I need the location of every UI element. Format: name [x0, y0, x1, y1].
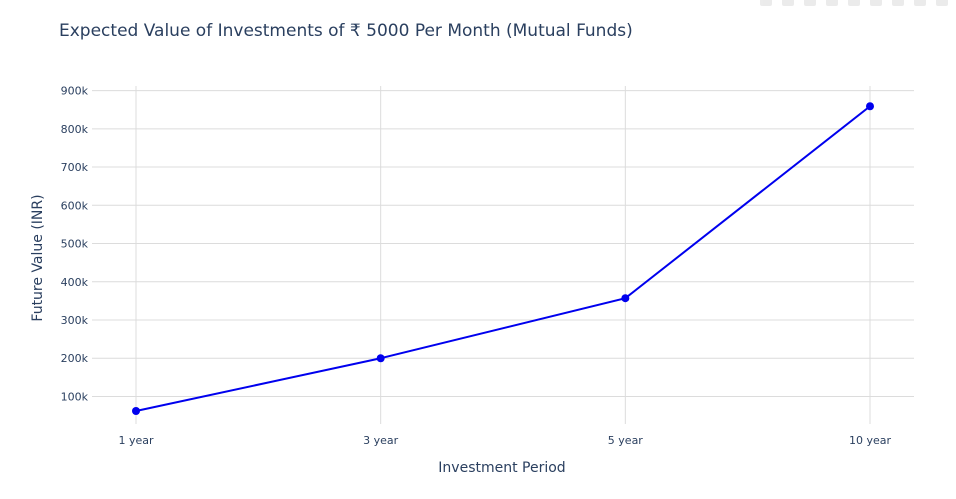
- y-tick-label: 500k: [61, 238, 89, 251]
- x-tick-label: 10 year: [849, 434, 892, 447]
- gridlines: [92, 86, 914, 424]
- series-line: [135, 105, 871, 412]
- zoom-out-icon[interactable]: [892, 0, 904, 6]
- reset-axes-icon[interactable]: [936, 0, 948, 6]
- x-tick-label: 3 year: [363, 434, 399, 447]
- data-point[interactable]: [621, 294, 630, 303]
- zoom-in-icon[interactable]: [870, 0, 882, 6]
- pan-icon[interactable]: [804, 0, 816, 6]
- x-axis-ticks: 1 year 3 year 5 year 10 year: [118, 434, 891, 447]
- autoscale-icon[interactable]: [914, 0, 926, 6]
- series: [132, 102, 874, 415]
- chart-modebar[interactable]: [760, 0, 948, 8]
- y-tick-label: 300k: [61, 314, 89, 327]
- y-tick-label: 800k: [61, 123, 89, 136]
- y-tick-label: 600k: [61, 199, 89, 212]
- y-axis-title: Future Value (INR): [30, 194, 46, 321]
- x-axis-title: Investment Period: [438, 460, 565, 476]
- chart-title: Expected Value of Investments of ₹ 5000 …: [59, 21, 633, 41]
- y-tick-label: 100k: [61, 390, 89, 403]
- data-point[interactable]: [132, 407, 140, 415]
- y-tick-label: 400k: [61, 276, 89, 289]
- zoom-icon[interactable]: [782, 0, 794, 6]
- data-point[interactable]: [866, 102, 874, 111]
- box-select-icon[interactable]: [826, 0, 838, 6]
- x-tick-label: 1 year: [118, 434, 154, 447]
- y-axis-ticks: 100k 200k 300k 400k 500k 600k 700k 800k 900k: [61, 85, 89, 404]
- camera-icon[interactable]: [760, 0, 772, 6]
- y-tick-label: 700k: [61, 161, 89, 174]
- x-tick-label: 5 year: [608, 434, 644, 447]
- lasso-icon[interactable]: [848, 0, 860, 6]
- y-tick-label: 200k: [61, 352, 89, 365]
- data-point[interactable]: [376, 354, 385, 363]
- y-tick-label: 900k: [61, 85, 89, 98]
